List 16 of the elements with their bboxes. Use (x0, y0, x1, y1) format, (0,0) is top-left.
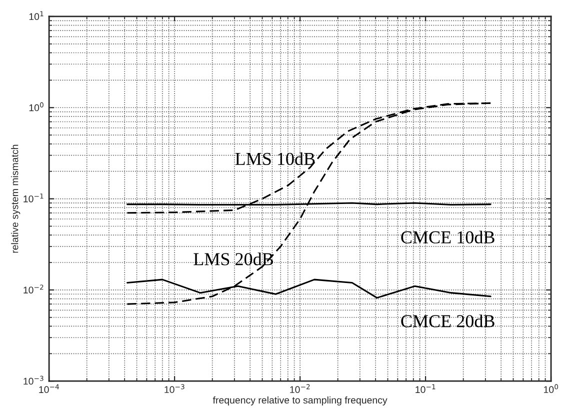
x-tick-label: 10$^{−1}$ (416, 384, 436, 394)
y-tick-label: 10$^{−1}$ (24, 194, 44, 202)
y-tick-label: 10$^{1}$ (29, 11, 44, 20)
y-tick-label: 10$^{0}$ (29, 102, 44, 112)
series-label: CMCE 20dB (401, 314, 494, 328)
x-tick-label: 10$^{−2}$ (290, 384, 310, 394)
y-tick-label: 10$^{−2}$ (24, 284, 44, 294)
x-tick-label: 10$^{−4}$ (39, 384, 59, 394)
series-label: LMS 10dB (235, 152, 315, 166)
y-axis-title: relative system mismatch (11, 144, 20, 253)
series-label: LMS 20dB (194, 252, 274, 266)
y-tick-label: 10$^{−3}$ (24, 376, 44, 385)
x-tick-label: 10$^{0}$ (544, 384, 558, 394)
x-tick-label: 10$^{−3}$ (164, 384, 184, 394)
series-label: CMCE 10dB (401, 230, 494, 244)
x-axis-title: frequency relative to sampling frequency (212, 396, 388, 406)
